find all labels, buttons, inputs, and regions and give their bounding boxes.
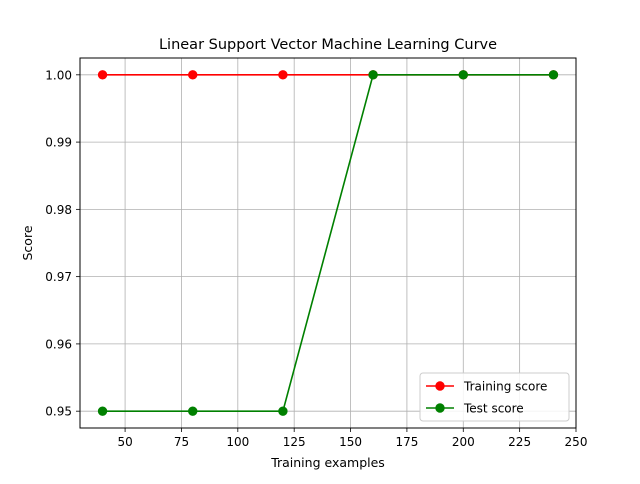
chart-title: Linear Support Vector Machine Learning C… [159, 37, 497, 53]
x-tick-label: 100 [226, 435, 249, 449]
legend-marker [435, 381, 445, 391]
x-axis-ticks: 50 75 100 125 150 175 200 225 250 [117, 428, 587, 449]
y-axis-ticks: 0.95 0.96 0.97 0.98 0.99 1.00 [45, 68, 80, 419]
y-tick-label: 0.99 [45, 136, 72, 150]
data-point [278, 70, 288, 80]
y-tick-label: 0.98 [45, 203, 72, 217]
series-test-score [97, 70, 559, 416]
x-tick-label: 225 [508, 435, 531, 449]
data-point [97, 70, 108, 80]
y-axis-label: Score [20, 225, 35, 260]
y-tick-label: 1.00 [45, 68, 72, 82]
data-point [97, 406, 108, 416]
x-tick-label: 175 [395, 435, 418, 449]
x-tick-label: 250 [565, 435, 588, 449]
x-tick-label: 125 [283, 435, 306, 449]
plot-area-frame [79, 57, 577, 429]
legend-marker [435, 403, 445, 413]
data-point [458, 70, 468, 80]
x-tick-label: 75 [174, 435, 189, 449]
series-layer [97, 70, 559, 416]
y-tick-label: 0.96 [45, 337, 72, 351]
x-axis-label: Training examples [270, 455, 385, 470]
legend-entry: Training score [426, 380, 547, 394]
series-line [102, 74, 554, 412]
data-point [188, 406, 198, 416]
x-tick-label: 150 [339, 435, 362, 449]
data-point [278, 406, 288, 416]
data-point [548, 70, 559, 80]
x-tick-label: 200 [452, 435, 475, 449]
legend: Training score Test score [419, 372, 570, 422]
y-tick-label: 0.95 [45, 405, 72, 419]
x-tick-label: 50 [117, 435, 132, 449]
data-point [368, 70, 378, 80]
legend-entry: Test score [426, 402, 524, 416]
data-point [188, 70, 198, 80]
legend-label: Training score [463, 380, 547, 394]
y-tick-label: 0.97 [45, 270, 72, 284]
legend-box [419, 372, 570, 422]
legend-label: Test score [463, 402, 524, 416]
